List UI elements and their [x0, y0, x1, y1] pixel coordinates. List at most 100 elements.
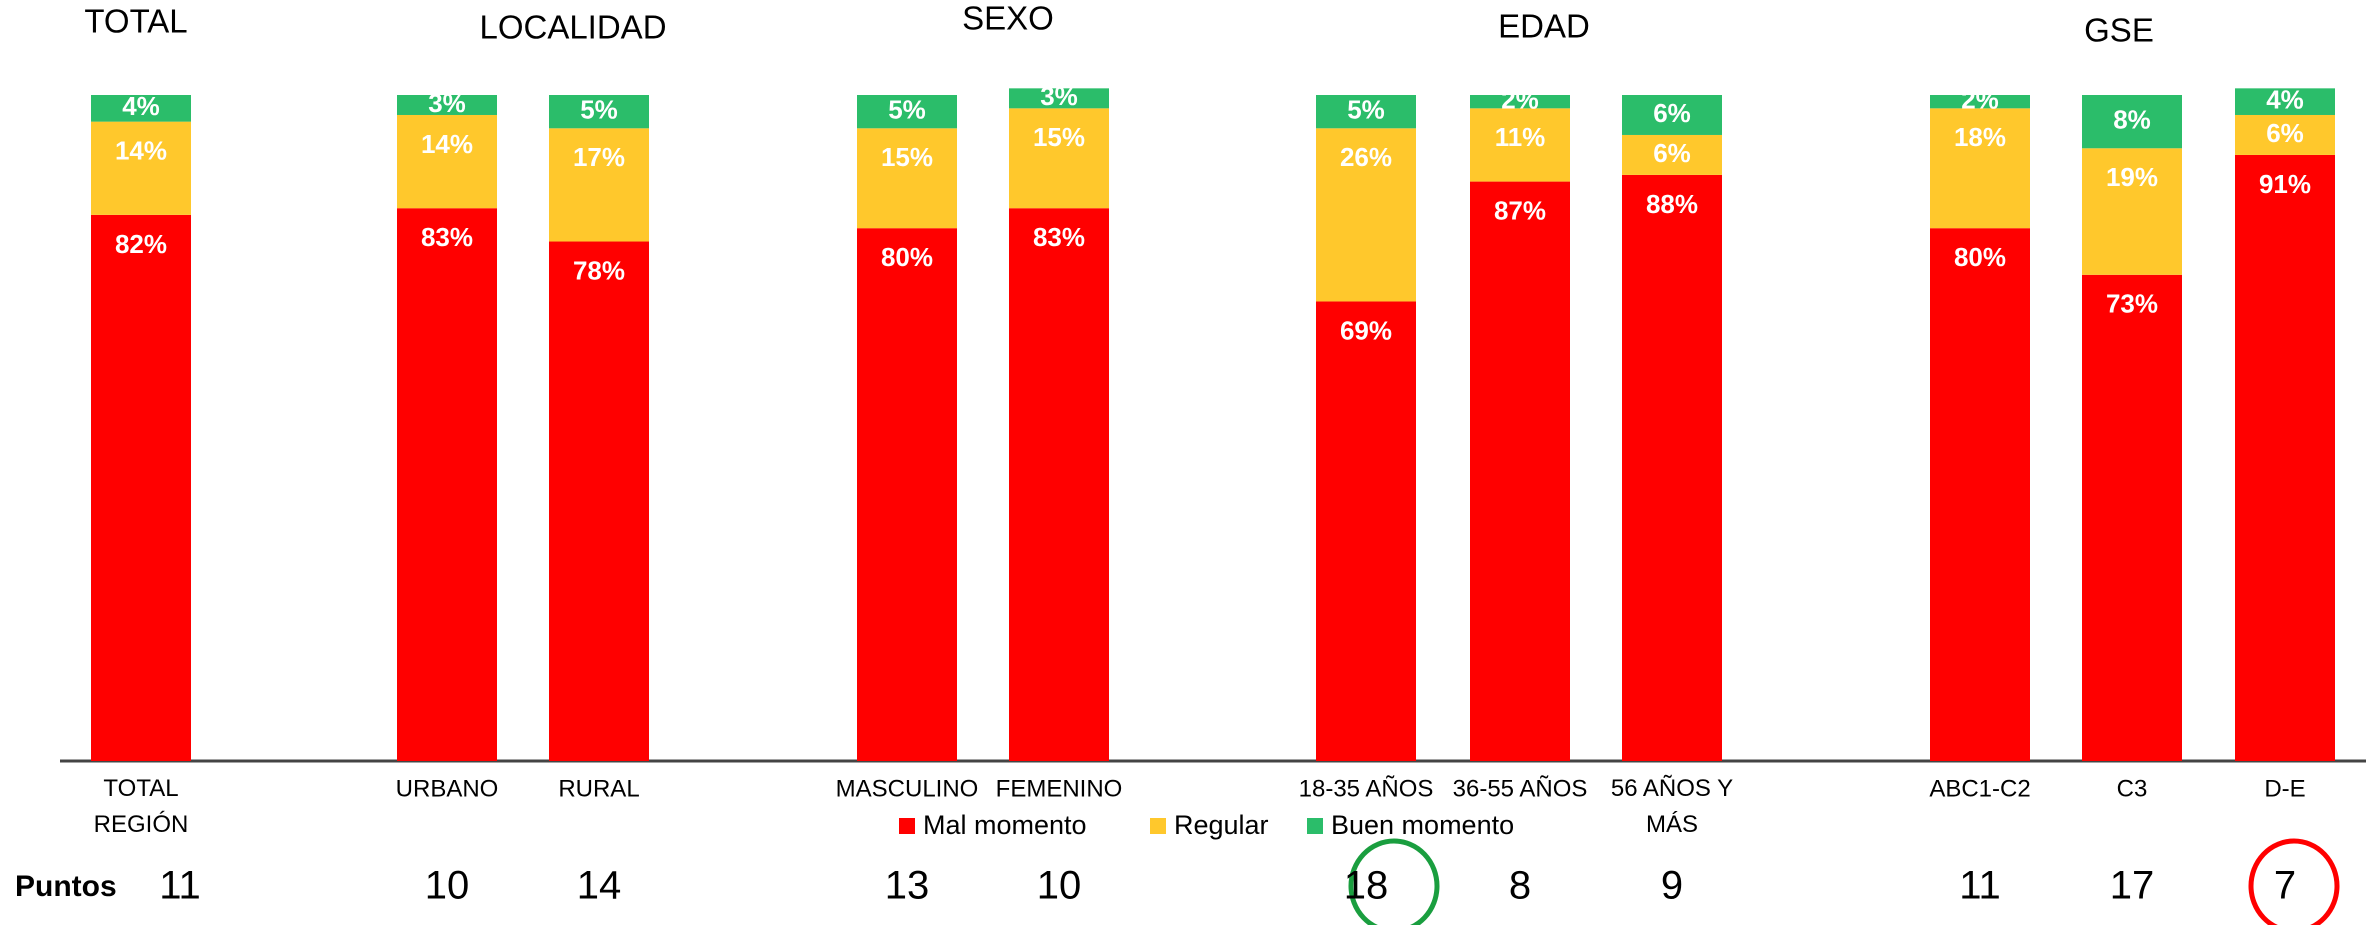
legend-label: Mal momento — [923, 810, 1087, 840]
bar-segment — [397, 114, 497, 209]
value-label: 80% — [881, 242, 933, 272]
x-tick-label: 56 AÑOS Y MÁS — [1611, 775, 1733, 838]
value-label: 80% — [1954, 242, 2006, 272]
bar-segment — [1930, 108, 2030, 229]
value-label: 14% — [115, 136, 167, 166]
puntos-value: 13 — [885, 864, 930, 908]
value-label: 88% — [1646, 189, 1698, 219]
bar-segment — [2082, 274, 2182, 761]
value-label: 5% — [580, 95, 618, 125]
puntos-value: 10 — [425, 864, 470, 908]
value-label: 18% — [1954, 122, 2006, 152]
value-label: 3% — [1040, 81, 1078, 111]
value-label: 87% — [1494, 195, 1546, 225]
x-tick-label: FEMENINO — [996, 775, 1123, 802]
group-title: TOTAL — [84, 3, 187, 40]
value-label: 2% — [1501, 85, 1539, 115]
bar-segment — [549, 241, 649, 761]
highlight-circle — [1348, 838, 1440, 925]
bar-segment — [1470, 95, 1570, 109]
value-label: 15% — [881, 142, 933, 172]
value-label: 15% — [1033, 122, 1085, 152]
bar-segment — [91, 214, 191, 761]
bar-segment — [1622, 174, 1722, 762]
bar-segment — [1009, 88, 1109, 109]
value-label: 83% — [421, 222, 473, 252]
bar-segment — [91, 95, 191, 122]
bar-segment — [397, 95, 497, 115]
value-label: 8% — [2113, 105, 2151, 135]
bar-segment — [549, 128, 649, 242]
bar-segment — [1470, 181, 1570, 761]
puntos-value: 10 — [1037, 864, 1082, 908]
x-tick-label: RURAL — [558, 775, 639, 802]
group-title: GSE — [2084, 12, 2154, 49]
puntos-label: Puntos — [15, 870, 117, 903]
x-tick-label: 18-35 AÑOS — [1299, 775, 1434, 802]
value-label: 73% — [2106, 289, 2158, 319]
value-label: 6% — [1653, 98, 1691, 128]
x-tick-label: URBANO — [396, 775, 499, 802]
value-label: 26% — [1340, 142, 1392, 172]
value-label: 5% — [888, 95, 926, 125]
bar-segment — [1622, 134, 1722, 175]
legend-label: Buen momento — [1331, 810, 1514, 840]
puntos-value: 17 — [2110, 864, 2155, 908]
bar-segment — [857, 228, 957, 761]
x-tick-label: D-E — [2264, 775, 2305, 802]
bar-segment — [1316, 95, 1416, 129]
x-tick-label: C3 — [2117, 775, 2148, 802]
value-label: 5% — [1347, 95, 1385, 125]
puntos-value: 18 — [1344, 864, 1389, 908]
value-label: 6% — [2266, 118, 2304, 148]
bar-segment — [2235, 114, 2335, 155]
value-label: 3% — [428, 88, 466, 118]
value-label: 19% — [2106, 162, 2158, 192]
bar-segment — [2235, 154, 2335, 761]
puntos-value: 14 — [577, 864, 622, 908]
highlight-circle — [2248, 838, 2340, 925]
bar-segment — [1009, 108, 1109, 209]
puntos-value: 11 — [159, 864, 201, 908]
value-label: 69% — [1340, 315, 1392, 345]
x-tick-label: TOTAL REGIÓN — [94, 775, 189, 838]
value-label: 4% — [2266, 85, 2304, 115]
bar-segment — [1316, 128, 1416, 302]
group-title: SEXO — [962, 0, 1054, 37]
legend-label: Regular — [1174, 810, 1269, 840]
value-label: 11% — [1495, 122, 1546, 152]
bar-segment — [1622, 95, 1722, 135]
value-label: 4% — [122, 91, 160, 121]
puntos-value: 9 — [1661, 864, 1683, 908]
bar-segment — [549, 95, 649, 129]
x-tick-label: 36-55 AÑOS — [1453, 775, 1588, 802]
legend-swatch — [1150, 818, 1166, 834]
bar-segment — [2235, 88, 2335, 115]
value-label: 91% — [2259, 169, 2311, 199]
legend-swatch — [899, 818, 915, 834]
bar-segment — [1930, 95, 2030, 109]
group-title: EDAD — [1498, 8, 1590, 45]
value-label: 17% — [573, 142, 625, 172]
bar-segment — [91, 121, 191, 215]
bar-segment — [857, 128, 957, 229]
value-label: 6% — [1653, 138, 1691, 168]
bar-segment — [2082, 95, 2182, 149]
bar-segment — [1470, 108, 1570, 182]
value-label: 83% — [1033, 222, 1085, 252]
bar-segment — [1316, 301, 1416, 761]
x-tick-label: ABC1-C2 — [1929, 775, 2030, 802]
value-label: 82% — [115, 229, 167, 259]
x-tick-label: MASCULINO — [836, 775, 979, 802]
bar-segment — [2082, 148, 2182, 275]
legend-swatch — [1307, 818, 1323, 834]
puntos-value: 7 — [2274, 864, 2296, 908]
puntos-value: 8 — [1509, 864, 1531, 908]
bar-segment — [1930, 228, 2030, 761]
bar-segment — [857, 95, 957, 129]
value-label: 78% — [573, 255, 625, 285]
value-label: 14% — [421, 129, 473, 159]
value-label: 2% — [1961, 85, 1999, 115]
puntos-value: 11 — [1959, 864, 2001, 908]
